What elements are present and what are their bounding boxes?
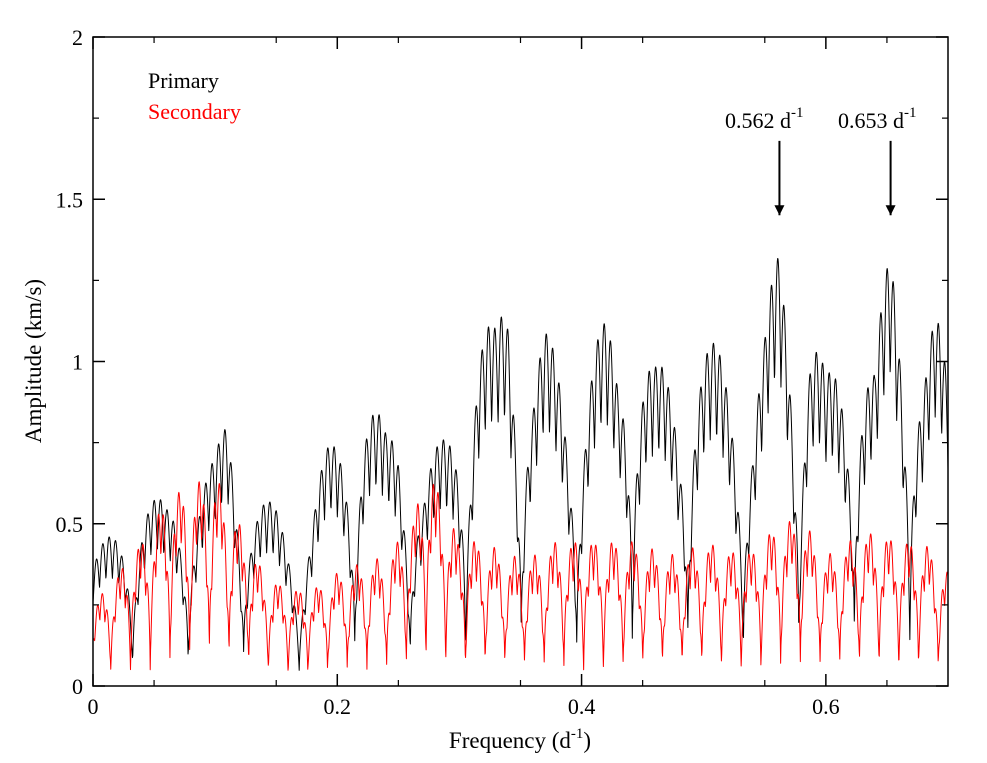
x-tick-label: 0.2: [324, 694, 352, 719]
y-tick-label: 0: [72, 674, 83, 699]
x-tick-label: 0: [88, 694, 99, 719]
y-tick-label: 1.5: [56, 187, 84, 212]
y-tick-label: 1: [72, 350, 83, 375]
series-secondary-line: [92, 481, 949, 671]
annotation-peak-2-label: 0.653 d-1: [838, 105, 917, 133]
x-axis-title: Frequency (d-1): [449, 726, 591, 753]
x-tick-label: 0.6: [812, 694, 840, 719]
legend-secondary-label: Secondary: [148, 99, 241, 124]
annotation-peak-2: 0.653 d-1: [838, 105, 917, 216]
y-tick-label: 2: [72, 25, 83, 50]
legend: Primary Secondary: [148, 68, 241, 124]
axis-ticks: 0 0.2 0.4 0.6 0 0.5 1 1.5 2: [56, 25, 948, 719]
legend-primary-label: Primary: [148, 68, 219, 93]
plot-area: [92, 257, 949, 671]
annotation-peak-1-label: 0.562 d-1: [725, 105, 804, 133]
series-primary-line: [92, 257, 949, 671]
annotation-peak-1: 0.562 d-1: [725, 105, 804, 216]
x-tick-label: 0.4: [568, 694, 596, 719]
y-tick-label: 0.5: [56, 512, 84, 537]
y-axis-title: Amplitude (km/s): [21, 279, 46, 443]
